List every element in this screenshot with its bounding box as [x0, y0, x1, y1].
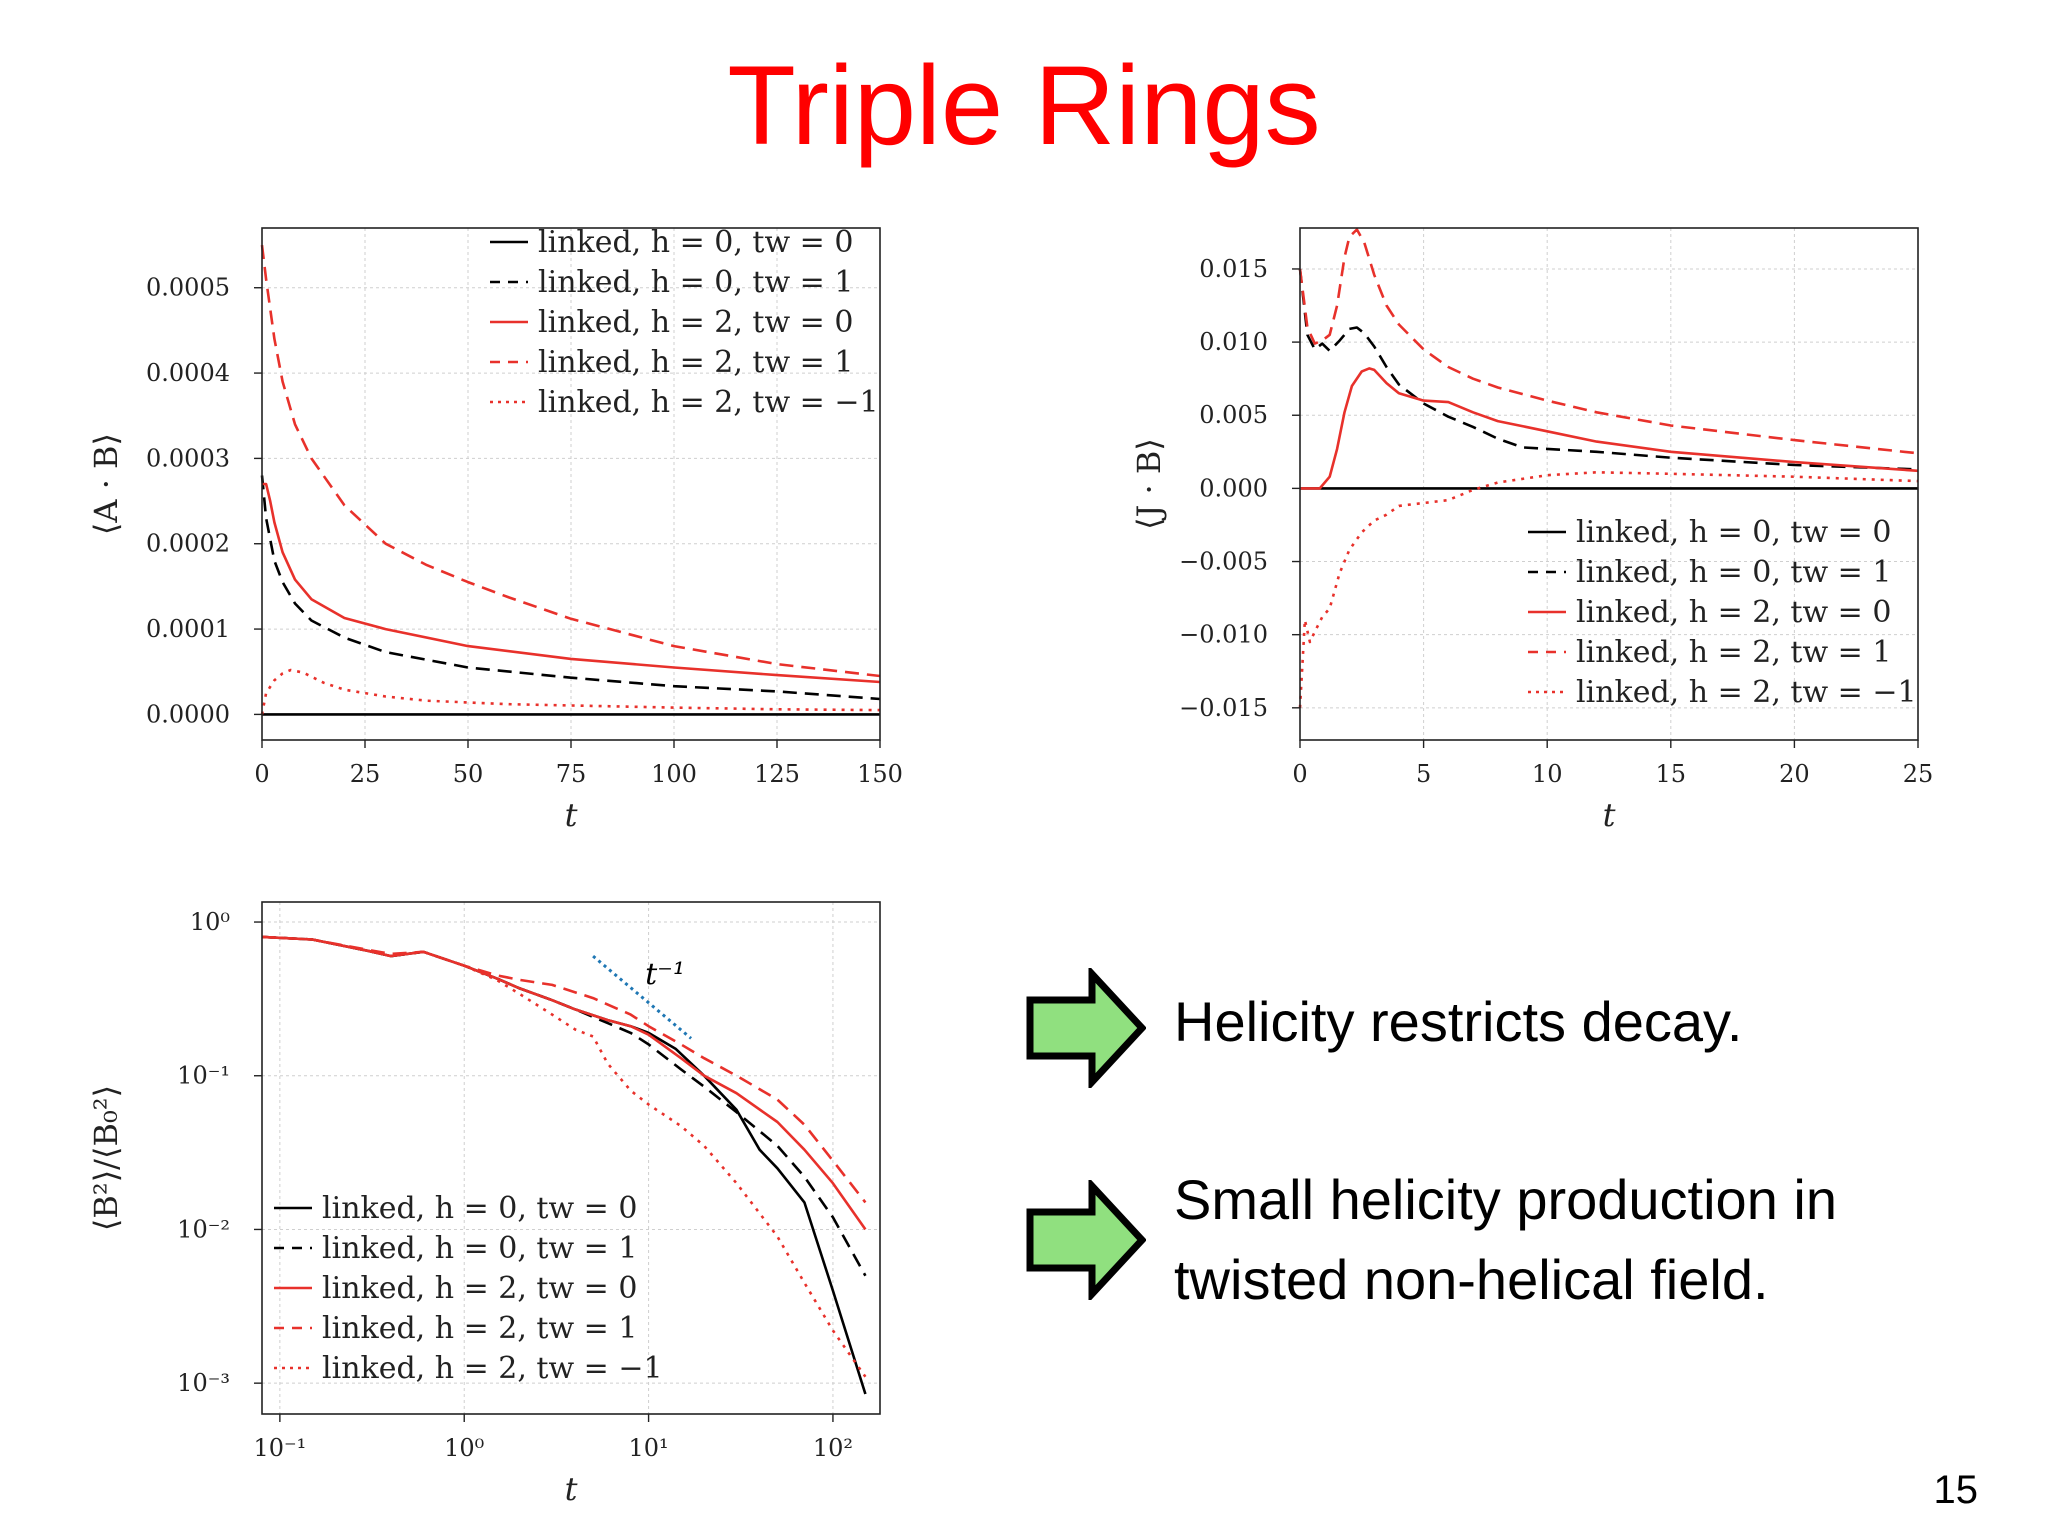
- legend-label: linked, h = 0, tw = 1: [322, 1231, 637, 1266]
- bullet-helicity-decay: Helicity restricts decay.: [1026, 968, 1742, 1088]
- series-line-1: [261, 935, 867, 1277]
- legend-label: linked, h = 0, tw = 0: [322, 1191, 637, 1226]
- y-tick-label: 0.0003: [146, 444, 230, 472]
- legend-label: linked, h = 0, tw = 1: [538, 265, 853, 300]
- arrow-right-icon: [1026, 1180, 1146, 1300]
- bullet-text: Small helicity production in twisted non…: [1174, 1168, 1837, 1311]
- chart-jb-group: 0 5 10 15 20 25 −0.015 −0.010 −0.005 0.000 0.005 0.…: [1130, 227, 1934, 834]
- bullet-text: Helicity restricts decay.: [1174, 990, 1743, 1053]
- series-line-2: [261, 935, 867, 1231]
- series-line-3: [261, 935, 867, 1204]
- y-tick-label: 0.0002: [146, 530, 230, 558]
- x-tick-label: 75: [556, 760, 587, 788]
- y-tick-label: 0.0004: [146, 359, 230, 387]
- x-tick-label: 10⁰: [444, 1434, 484, 1462]
- plot-frame: [261, 227, 881, 741]
- legend-label: linked, h = 2, tw = −1: [538, 385, 879, 420]
- chart-ab-group: 0 25 50 75 100 125 150 0.0000 0.0001 0.0002 0.0003…: [87, 225, 903, 834]
- y-tick-label: 10⁻¹: [177, 1062, 230, 1090]
- y-tick-label: −0.005: [1179, 548, 1268, 576]
- x-tick-label: 25: [1903, 760, 1934, 788]
- y-tick-label: −0.015: [1179, 694, 1268, 722]
- x-tick-label: 10¹: [628, 1434, 668, 1462]
- y-axis-label: ⟨A · B⟩: [87, 433, 125, 535]
- x-tick-label: 10²: [813, 1434, 853, 1462]
- y-tick-label: 0.005: [1199, 401, 1268, 429]
- legend-label: linked, h = 2, tw = 0: [538, 305, 853, 340]
- legend-label: linked, h = 2, tw = 1: [322, 1311, 637, 1346]
- reference-slope-line: [592, 954, 693, 1040]
- series-line-2: [262, 482, 881, 684]
- x-tick-label: 25: [350, 760, 381, 788]
- x-tick-label: 10⁻¹: [253, 1434, 306, 1462]
- y-tick-label: 10⁻²: [177, 1215, 230, 1243]
- series-line-4: [1298, 471, 1919, 708]
- y-tick-label: −0.010: [1179, 621, 1268, 649]
- series-line-1: [1298, 268, 1919, 471]
- legend-label: linked, h = 0, tw = 0: [538, 225, 853, 260]
- x-tick-label: 150: [857, 760, 903, 788]
- x-tick-label: 0: [254, 760, 269, 788]
- x-tick-label: 125: [754, 760, 800, 788]
- legend: linked, h = 0, tw = 0 linked, h = 0, tw =…: [1528, 515, 1917, 710]
- slide-title: Triple Rings: [727, 43, 1321, 168]
- y-tick-label: 0.0001: [146, 615, 230, 643]
- y-tick-label: 0.0005: [146, 274, 230, 302]
- x-tick-label: 50: [453, 760, 484, 788]
- legend-label: linked, h = 2, tw = 0: [322, 1271, 637, 1306]
- legend-label: linked, h = 2, tw = 1: [538, 345, 853, 380]
- y-axis-label: ⟨B²⟩/⟨B₀²⟩: [87, 1085, 125, 1231]
- legend-label: linked, h = 0, tw = 0: [1576, 515, 1891, 550]
- x-tick-label: 5: [1416, 760, 1431, 788]
- plot-frame: [1299, 227, 1919, 741]
- y-axis-label: ⟨J · B⟩: [1130, 438, 1168, 530]
- series-line-1: [260, 475, 881, 701]
- reference-slope-label: t⁻¹: [645, 957, 685, 992]
- legend-label: linked, h = 2, tw = 0: [1576, 595, 1891, 630]
- x-tick-label: 100: [651, 760, 697, 788]
- plot-frame: [261, 901, 881, 1415]
- x-axis-label: t: [1603, 796, 1616, 834]
- series-line-3: [260, 244, 881, 678]
- x-axis-label: t: [565, 1470, 578, 1508]
- chart-b2-group: t⁻¹ 10⁻¹ 10⁰ 10¹ 10² 10⁻³ 10⁻² 10⁻¹ 10⁰ t ⟨B²⟩/⟨B₀…: [87, 901, 881, 1508]
- page-number: 15: [1933, 1468, 1979, 1512]
- x-tick-label: 10: [1532, 760, 1563, 788]
- series-line-0: [261, 935, 867, 1395]
- y-tick-label: 0.0000: [146, 700, 230, 728]
- y-tick-label: 0.015: [1199, 255, 1268, 283]
- legend-label: linked, h = 2, tw = −1: [322, 1351, 663, 1386]
- y-tick-label: 0.010: [1199, 328, 1268, 356]
- x-tick-label: 0: [1292, 760, 1307, 788]
- y-tick-label: 10⁰: [190, 908, 230, 936]
- legend: linked, h = 0, tw = 0 linked, h = 0, tw =…: [490, 225, 879, 420]
- x-axis-label: t: [565, 796, 578, 834]
- x-tick-label: 20: [1779, 760, 1810, 788]
- bullet-helicity-production: Small helicity production in twisted non…: [1026, 1168, 1974, 1320]
- series-line-4: [260, 668, 881, 715]
- legend-label: linked, h = 0, tw = 1: [1576, 555, 1891, 590]
- series-line-3: [1298, 228, 1919, 455]
- x-tick-label: 15: [1656, 760, 1687, 788]
- series-line-4: [261, 935, 867, 1378]
- legend-label: linked, h = 2, tw = −1: [1576, 675, 1917, 710]
- series-line-2: [1300, 367, 1919, 490]
- y-tick-label: 10⁻³: [177, 1369, 230, 1397]
- legend: linked, h = 0, tw = 0 linked, h = 0, tw =…: [274, 1191, 663, 1386]
- legend-label: linked, h = 2, tw = 1: [1576, 635, 1891, 670]
- arrow-right-icon: [1026, 968, 1146, 1088]
- y-tick-label: 0.000: [1199, 474, 1268, 502]
